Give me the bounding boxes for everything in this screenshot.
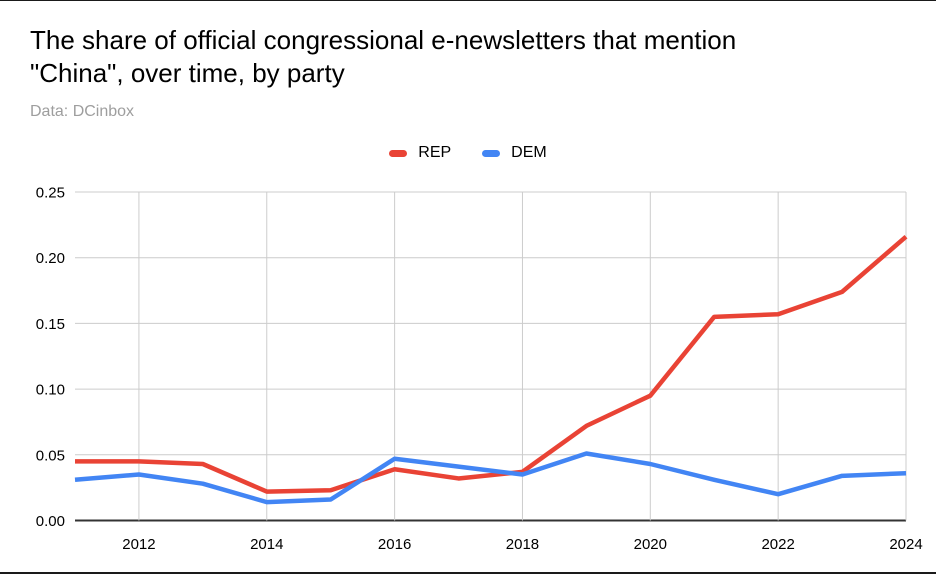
legend-item-dem: DEM	[482, 144, 547, 162]
x-tick-label: 2014	[250, 536, 283, 553]
y-tick-label: 0.15	[36, 316, 65, 333]
x-tick-label: 2020	[634, 536, 667, 553]
rep-legend-swatch	[389, 149, 408, 157]
rep-legend-label: REP	[418, 144, 452, 161]
legend-item-rep: REP	[389, 144, 451, 162]
dem-line	[74, 451, 907, 505]
chart-title-line1: The share of official congressional e-ne…	[30, 25, 737, 55]
y-tick-label: 0.00	[36, 513, 65, 530]
y-tick-label: 0.25	[36, 185, 65, 202]
chart-subtitle: Data: DCinbox	[30, 103, 135, 120]
window-bottom-border	[0, 572, 936, 574]
dem-legend-label: DEM	[511, 144, 547, 161]
window-top-border	[0, 0, 936, 1]
y-tick-label: 0.20	[36, 250, 65, 267]
x-tick-label: 2012	[122, 536, 155, 553]
x-tick-label: 2016	[378, 536, 411, 553]
chart-title-line2: "China", over time, by party	[30, 58, 345, 88]
x-tick-label: 2022	[761, 536, 794, 553]
chart-legend: REP DEM	[0, 144, 936, 162]
y-tick-label: 0.10	[36, 382, 65, 399]
rep-line	[75, 234, 908, 494]
chart-title: The share of official congressional e-ne…	[30, 24, 736, 90]
dem-legend-swatch	[482, 149, 501, 157]
x-tick-label: 2024	[889, 536, 922, 553]
x-tick-label: 2018	[506, 536, 539, 553]
y-tick-label: 0.05	[36, 447, 65, 464]
